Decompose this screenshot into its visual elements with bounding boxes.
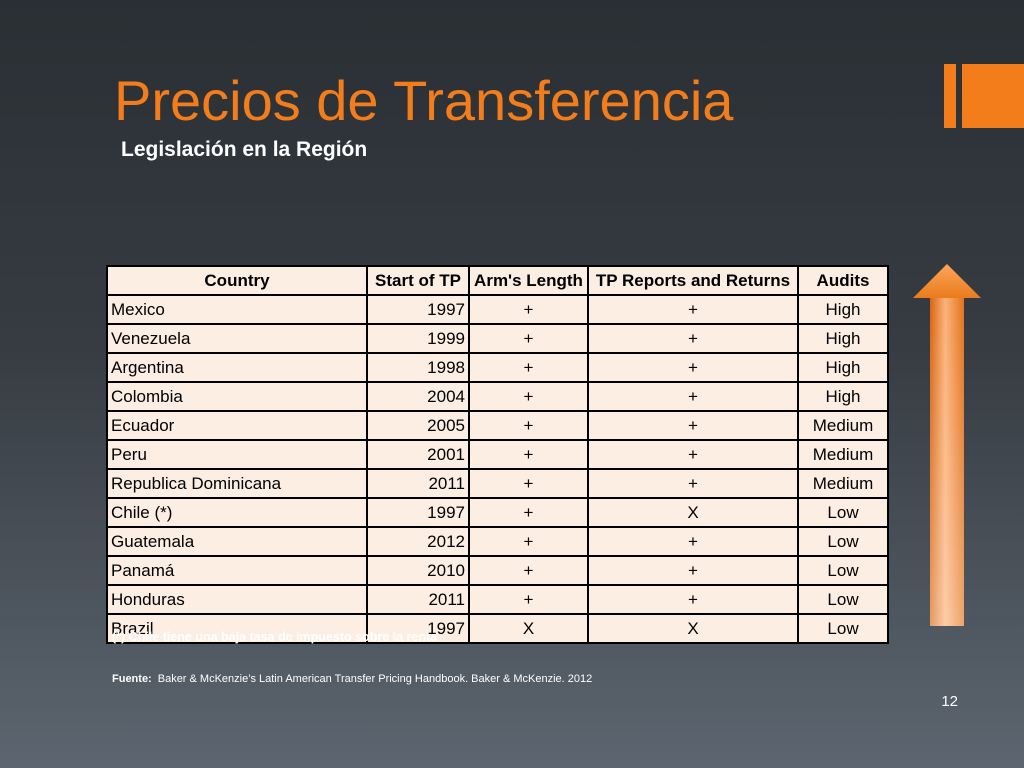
table-row: Guatemala 2012 + + Low [106, 526, 889, 557]
transfer-pricing-table: Country Start of TP Arm's Length TP Repo… [106, 265, 889, 644]
cell-start-of-tp: 2005 [366, 410, 470, 441]
cell-start-of-tp: 1997 [366, 497, 470, 528]
cell-audits: Low [797, 555, 889, 586]
cell-tp-reports: + [587, 584, 799, 615]
header-start-of-tp: Start of TP [366, 265, 470, 296]
header-audits: Audits [797, 265, 889, 296]
cell-tp-reports: + [587, 381, 799, 412]
slide-title: Precios de Transferencia [114, 69, 734, 132]
cell-audits: Low [797, 613, 889, 644]
footnote: (*) Chile tiene una baja tasa de impuest… [112, 630, 438, 644]
cell-country: Republica Dominicana [106, 468, 368, 499]
cell-arms-length: + [468, 439, 589, 470]
cell-audits: High [797, 381, 889, 412]
cell-start-of-tp: 2010 [366, 555, 470, 586]
cell-country: Colombia [106, 381, 368, 412]
header-arms-length: Arm's Length [468, 265, 589, 296]
cell-audits: Low [797, 584, 889, 615]
cell-country: Chile (*) [106, 497, 368, 528]
cell-start-of-tp: 2011 [366, 584, 470, 615]
table-header-row: Country Start of TP Arm's Length TP Repo… [106, 265, 889, 296]
cell-audits: Medium [797, 410, 889, 441]
cell-audits: Low [797, 497, 889, 528]
cell-tp-reports: + [587, 352, 799, 383]
table-row: Republica Dominicana 2011 + + Medium [106, 468, 889, 499]
decorative-bar-wide [962, 64, 1024, 128]
cell-arms-length: + [468, 323, 589, 354]
cell-arms-length: + [468, 410, 589, 441]
cell-start-of-tp: 1997 [366, 294, 470, 325]
cell-audits: High [797, 352, 889, 383]
cell-country: Panamá [106, 555, 368, 586]
cell-audits: High [797, 294, 889, 325]
cell-audits: Medium [797, 439, 889, 470]
table-row: Colombia 2004 + + High [106, 381, 889, 412]
source-text: Baker & McKenzie’s Latin American Transf… [157, 673, 593, 685]
cell-arms-length: + [468, 381, 589, 412]
cell-tp-reports: + [587, 410, 799, 441]
cell-audits: Low [797, 526, 889, 557]
cell-country: Guatemala [106, 526, 368, 557]
cell-arms-length: + [468, 352, 589, 383]
decorative-bar-thin [944, 64, 956, 128]
cell-country: Peru [106, 439, 368, 470]
cell-tp-reports: + [587, 294, 799, 325]
cell-start-of-tp: 1998 [366, 352, 470, 383]
cell-arms-length: + [468, 294, 589, 325]
cell-country: Argentina [106, 352, 368, 383]
table-row: Venezuela 1999 + + High [106, 323, 889, 354]
cell-tp-reports: + [587, 439, 799, 470]
table-row: Honduras 2011 + + Low [106, 584, 889, 615]
cell-tp-reports: + [587, 526, 799, 557]
source-citation: Fuente: Baker & McKenzie’s Latin American… [112, 671, 592, 687]
cell-arms-length: + [468, 497, 589, 528]
table-row: Peru 2001 + + Medium [106, 439, 889, 470]
cell-arms-length: + [468, 526, 589, 557]
cell-start-of-tp: 1999 [366, 323, 470, 354]
cell-tp-reports: X [587, 497, 799, 528]
cell-tp-reports: + [587, 555, 799, 586]
table-row: Panamá 2010 + + Low [106, 555, 889, 586]
cell-start-of-tp: 2004 [366, 381, 470, 412]
cell-country: Venezuela [106, 323, 368, 354]
arrow-up-icon [913, 264, 981, 626]
cell-arms-length: + [468, 468, 589, 499]
table-row: Chile (*) 1997 + X Low [106, 497, 889, 528]
table-row: Argentina 1998 + + High [106, 352, 889, 383]
cell-country: Ecuador [106, 410, 368, 441]
cell-tp-reports: + [587, 323, 799, 354]
cell-tp-reports: + [587, 468, 799, 499]
page-number: 12 [941, 693, 958, 710]
cell-country: Honduras [106, 584, 368, 615]
cell-country: Brazil [106, 613, 368, 644]
header-tp-reports: TP Reports and Returns [587, 265, 799, 296]
cell-arms-length: + [468, 555, 589, 586]
cell-start-of-tp: 1997 [366, 613, 470, 644]
table-row: Brazil 1997 X X Low [106, 613, 889, 644]
cell-arms-length: + [468, 584, 589, 615]
cell-start-of-tp: 2001 [366, 439, 470, 470]
cell-arms-length: X [468, 613, 589, 644]
header-country: Country [106, 265, 368, 296]
cell-audits: Medium [797, 468, 889, 499]
source-label: Fuente: [112, 673, 152, 685]
cell-country: Mexico [106, 294, 368, 325]
cell-start-of-tp: 2012 [366, 526, 470, 557]
table-row: Mexico 1997 + + High [106, 294, 889, 325]
table-row: Ecuador 2005 + + Medium [106, 410, 889, 441]
cell-start-of-tp: 2011 [366, 468, 470, 499]
cell-audits: High [797, 323, 889, 354]
cell-tp-reports: X [587, 613, 799, 644]
slide-subtitle: Legislación en la Región [121, 138, 368, 161]
